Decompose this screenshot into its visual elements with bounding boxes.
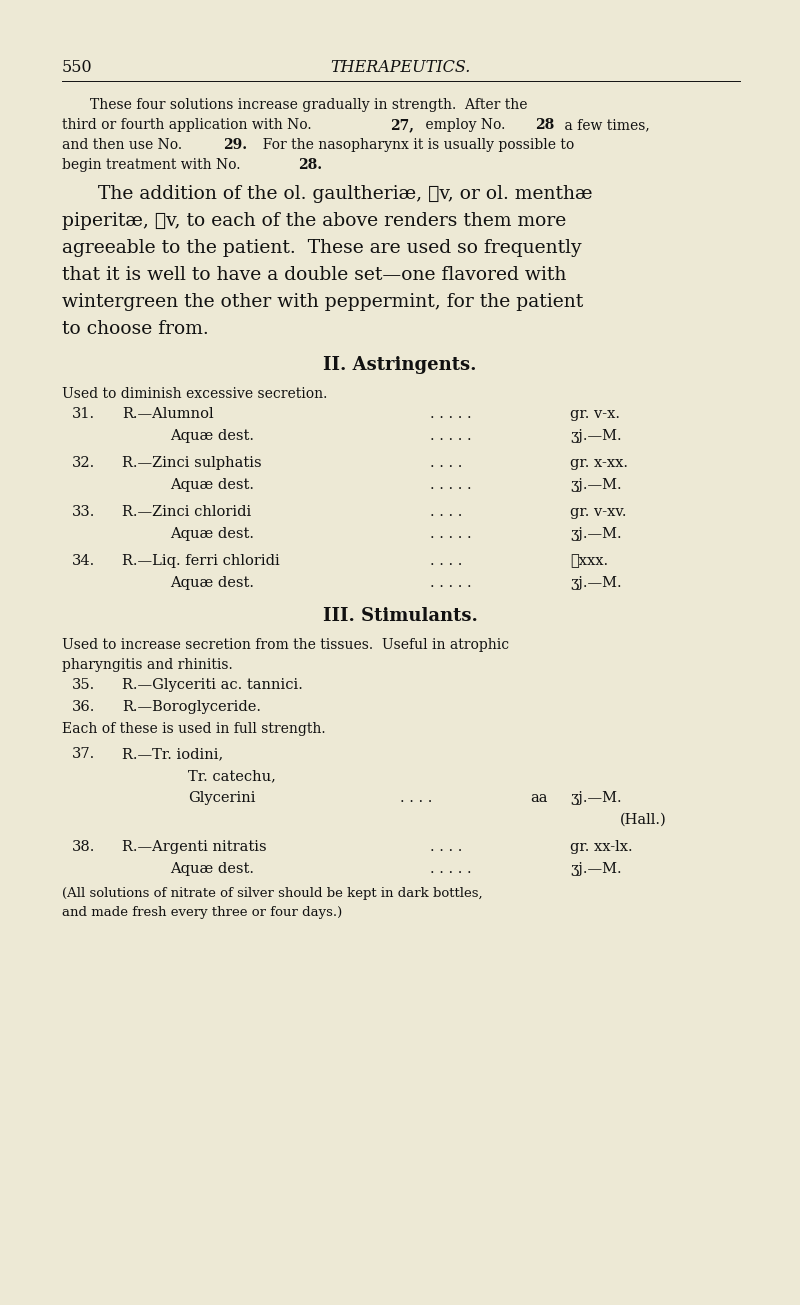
Text: ℳxxx.: ℳxxx. bbox=[570, 555, 608, 568]
Text: . . . . .: . . . . . bbox=[430, 527, 472, 542]
Text: 35.: 35. bbox=[72, 679, 95, 692]
Text: These four solutions increase gradually in strength.  After the: These four solutions increase gradually … bbox=[90, 98, 527, 112]
Text: 27,: 27, bbox=[390, 117, 414, 132]
Text: begin treatment with No.: begin treatment with No. bbox=[62, 158, 245, 172]
Text: ʒj.—M.: ʒj.—M. bbox=[570, 863, 622, 876]
Text: gr. v-xv.: gr. v-xv. bbox=[570, 505, 626, 519]
Text: Aquæ dest.: Aquæ dest. bbox=[170, 429, 254, 442]
Text: gr. v-x.: gr. v-x. bbox=[570, 407, 620, 422]
Text: R.—Glyceriti ac. tannici.: R.—Glyceriti ac. tannici. bbox=[122, 679, 303, 692]
Text: R.—Tr. iodini,: R.—Tr. iodini, bbox=[122, 746, 223, 761]
Text: R.—Liq. ferri chloridi: R.—Liq. ferri chloridi bbox=[122, 555, 280, 568]
Text: and then use No.: and then use No. bbox=[62, 138, 186, 151]
Text: Used to diminish excessive secretion.: Used to diminish excessive secretion. bbox=[62, 388, 327, 401]
Text: II. Astringents.: II. Astringents. bbox=[323, 356, 477, 375]
Text: Aquæ dest.: Aquæ dest. bbox=[170, 527, 254, 542]
Text: third or fourth application with No.: third or fourth application with No. bbox=[62, 117, 316, 132]
Text: R.—Argenti nitratis: R.—Argenti nitratis bbox=[122, 840, 266, 853]
Text: ʒj.—M.: ʒj.—M. bbox=[570, 429, 622, 442]
Text: R.—Alumnol: R.—Alumnol bbox=[122, 407, 214, 422]
Text: Glycerini: Glycerini bbox=[188, 791, 255, 805]
Text: and made fresh every three or four days.): and made fresh every three or four days.… bbox=[62, 906, 342, 919]
Text: ʒj.—M.: ʒj.—M. bbox=[570, 576, 622, 590]
Text: III. Stimulants.: III. Stimulants. bbox=[322, 607, 478, 625]
Text: gr. x-xx.: gr. x-xx. bbox=[570, 455, 628, 470]
Text: 29.: 29. bbox=[222, 138, 246, 151]
Text: For the nasopharynx it is usually possible to: For the nasopharynx it is usually possib… bbox=[254, 138, 574, 151]
Text: The addition of the ol. gaultheriæ, ℳv, or ol. menthæ: The addition of the ol. gaultheriæ, ℳv, … bbox=[98, 185, 593, 204]
Text: ʒj.—M.: ʒj.—M. bbox=[570, 791, 622, 805]
Text: . . . .: . . . . bbox=[400, 791, 432, 805]
Text: 36.: 36. bbox=[72, 699, 95, 714]
Text: aa: aa bbox=[530, 791, 547, 805]
Text: R.—Zinci chloridi: R.—Zinci chloridi bbox=[122, 505, 251, 519]
Text: (Hall.): (Hall.) bbox=[620, 813, 666, 827]
Text: pharyngitis and rhinitis.: pharyngitis and rhinitis. bbox=[62, 658, 233, 672]
Text: a few times,: a few times, bbox=[560, 117, 650, 132]
Text: agreeable to the patient.  These are used so frequently: agreeable to the patient. These are used… bbox=[62, 239, 582, 257]
Text: R.—Zinci sulphatis: R.—Zinci sulphatis bbox=[122, 455, 262, 470]
Text: 28.: 28. bbox=[298, 158, 322, 172]
Text: to choose from.: to choose from. bbox=[62, 320, 209, 338]
Text: . . . . .: . . . . . bbox=[430, 863, 472, 876]
Text: (All solutions of nitrate of silver should be kept in dark bottles,: (All solutions of nitrate of silver shou… bbox=[62, 887, 482, 900]
Text: . . . .: . . . . bbox=[430, 555, 462, 568]
Text: ʒj.—M.: ʒj.—M. bbox=[570, 527, 622, 542]
Text: . . . .: . . . . bbox=[430, 505, 462, 519]
Text: R.—Boroglyceride.: R.—Boroglyceride. bbox=[122, 699, 261, 714]
Text: 550: 550 bbox=[62, 59, 93, 76]
Text: . . . . .: . . . . . bbox=[430, 576, 472, 590]
Text: 33.: 33. bbox=[72, 505, 95, 519]
Text: 32.: 32. bbox=[72, 455, 95, 470]
Text: piperitæ, ℳv, to each of the above renders them more: piperitæ, ℳv, to each of the above rende… bbox=[62, 211, 566, 230]
Text: Tr. catechu,: Tr. catechu, bbox=[188, 769, 276, 783]
Text: . . . . .: . . . . . bbox=[430, 429, 472, 442]
Text: wintergreen the other with peppermint, for the patient: wintergreen the other with peppermint, f… bbox=[62, 294, 583, 311]
Text: THERAPEUTICS.: THERAPEUTICS. bbox=[330, 59, 470, 76]
Text: . . . . .: . . . . . bbox=[430, 478, 472, 492]
Text: 34.: 34. bbox=[72, 555, 95, 568]
Text: gr. xx-lx.: gr. xx-lx. bbox=[570, 840, 633, 853]
Text: ʒj.—M.: ʒj.—M. bbox=[570, 478, 622, 492]
Text: Aquæ dest.: Aquæ dest. bbox=[170, 478, 254, 492]
Text: . . . . .: . . . . . bbox=[430, 407, 472, 422]
Text: Each of these is used in full strength.: Each of these is used in full strength. bbox=[62, 722, 326, 736]
Text: . . . .: . . . . bbox=[430, 840, 462, 853]
Text: . . . .: . . . . bbox=[430, 455, 462, 470]
Text: employ No.: employ No. bbox=[421, 117, 510, 132]
Text: 28: 28 bbox=[535, 117, 554, 132]
Text: Used to increase secretion from the tissues.  Useful in atrophic: Used to increase secretion from the tiss… bbox=[62, 638, 509, 652]
Text: 31.: 31. bbox=[72, 407, 95, 422]
Text: 38.: 38. bbox=[72, 840, 95, 853]
Text: 37.: 37. bbox=[72, 746, 95, 761]
Text: Aquæ dest.: Aquæ dest. bbox=[170, 576, 254, 590]
Text: Aquæ dest.: Aquæ dest. bbox=[170, 863, 254, 876]
Text: that it is well to have a double set—one flavored with: that it is well to have a double set—one… bbox=[62, 266, 566, 284]
